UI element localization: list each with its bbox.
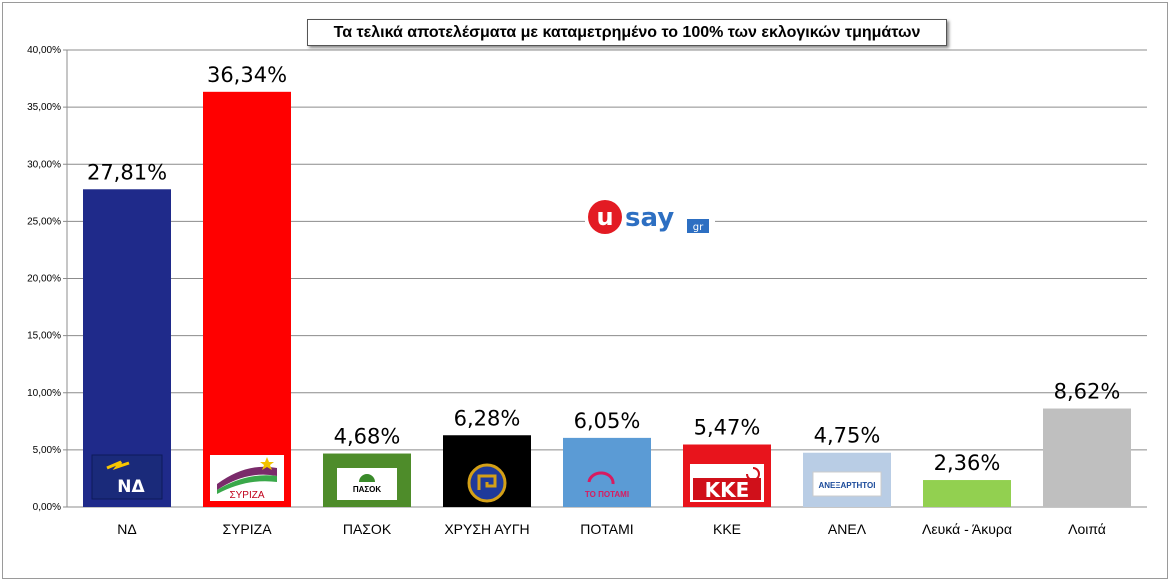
- potami-logo: ΤΟ ΠΟΤΑΜΙ: [585, 471, 629, 499]
- category-label: ΠΟΤΑΜΙ: [580, 521, 633, 537]
- sun-icon: [359, 474, 375, 482]
- category-labels: ΝΔ ΣΥΡΙΖΑ ΠΑΣΟΚ ΧΡΥΣΗ ΑΥΓΗ ΠΟΤΑΜΙ ΚΚΕ ΑΝΕΛ Λευκ…: [117, 521, 1106, 537]
- logo-bg: [337, 468, 397, 500]
- flag-icon: [217, 466, 277, 490]
- logo-bg: [812, 471, 882, 497]
- data-label: 36,34%: [207, 63, 287, 87]
- nd-logo-text: ΝΔ: [117, 477, 145, 497]
- chart-title: Τα τελικά αποτελέσματα με καταμετρημένο …: [307, 19, 947, 46]
- data-label: 4,68%: [334, 425, 401, 449]
- logo-banner: [693, 478, 761, 500]
- category-label: ΑΝΕΛ: [828, 521, 867, 537]
- category-label: Λευκά - Άκυρα: [922, 521, 1012, 537]
- data-label: 27,81%: [87, 160, 167, 184]
- category-label: ΚΚΕ: [713, 521, 741, 537]
- svg-text:u: u: [596, 203, 613, 231]
- party-logos: ΝΔ ΣΥΡΙΖΑ ΠΑΣΟΚ ΤΟ ΠΟΤΑΜΙ ΚΚΕ ΑΝΕΞΑΡΤΗΤΟΙ: [91, 454, 882, 503]
- syriza-logo-text: ΣΥΡΙΖΑ: [229, 490, 264, 501]
- bar: [563, 437, 651, 507]
- y-tick-label: 30,00%: [27, 159, 61, 170]
- svg-text:say: say: [625, 203, 674, 233]
- meander-logo: [467, 463, 507, 503]
- y-tick-label: 10,00%: [27, 388, 61, 399]
- data-label: 6,05%: [574, 409, 641, 433]
- torch-icon: [106, 460, 130, 471]
- data-labels: 27,81% 36,34% 4,68% 6,28% 6,05% 5,47% 4,75% 2,3…: [87, 63, 1120, 475]
- pasok-logo: ΠΑΣΟΚ: [337, 468, 397, 500]
- bar: [1043, 408, 1131, 507]
- data-label: 5,47%: [694, 416, 761, 440]
- bar: [83, 189, 171, 507]
- syriza-logo: ΣΥΡΙΖΑ: [210, 455, 284, 501]
- y-tick-label: 0,00%: [33, 502, 61, 513]
- category-label: ΧΡΥΣΗ ΑΥΓΗ: [444, 521, 529, 537]
- y-tick-label: 5,00%: [33, 445, 61, 456]
- kke-logo: ΚΚΕ: [690, 464, 764, 502]
- category-label: ΣΥΡΙΖΑ: [222, 521, 272, 537]
- category-label: Λοιπά: [1068, 521, 1106, 537]
- svg-text:gr: gr: [693, 222, 704, 233]
- data-label: 4,75%: [814, 424, 881, 448]
- meander-icon: [477, 474, 497, 490]
- y-axis-ticks: 0,00% 5,00% 10,00% 15,00% 20,00% 25,00% 30,00%…: [27, 45, 61, 513]
- category-label: ΠΑΣΟΚ: [343, 521, 392, 537]
- anel-logo: ΑΝΕΞΑΡΤΗΤΟΙ: [812, 471, 882, 497]
- y-tick-label: 15,00%: [27, 331, 61, 342]
- data-label: 6,28%: [454, 406, 521, 430]
- bar: [203, 91, 291, 508]
- nd-logo: ΝΔ: [91, 454, 163, 500]
- category-label: ΝΔ: [117, 521, 136, 537]
- anel-logo-text: ΑΝΕΞΑΡΤΗΤΟΙ: [818, 481, 875, 490]
- bar: [923, 480, 1011, 507]
- flag-stripe: [217, 475, 277, 494]
- usay-logo: u say gr: [585, 195, 715, 240]
- wave-icon: [587, 471, 615, 485]
- data-label: 8,62%: [1054, 380, 1121, 404]
- sickle-icon: [746, 467, 760, 481]
- y-tick-label: 20,00%: [27, 274, 61, 285]
- y-tick-label: 40,00%: [27, 45, 61, 56]
- y-tick-label: 35,00%: [27, 102, 61, 113]
- bars: [83, 91, 1131, 508]
- potami-logo-text: ΤΟ ΠΟΤΑΜΙ: [585, 490, 629, 499]
- pasok-logo-text: ΠΑΣΟΚ: [353, 485, 382, 494]
- y-tick-label: 25,00%: [27, 216, 61, 227]
- kke-logo-text: ΚΚΕ: [705, 478, 750, 502]
- data-label: 2,36%: [934, 451, 1001, 475]
- star-icon: [260, 457, 274, 470]
